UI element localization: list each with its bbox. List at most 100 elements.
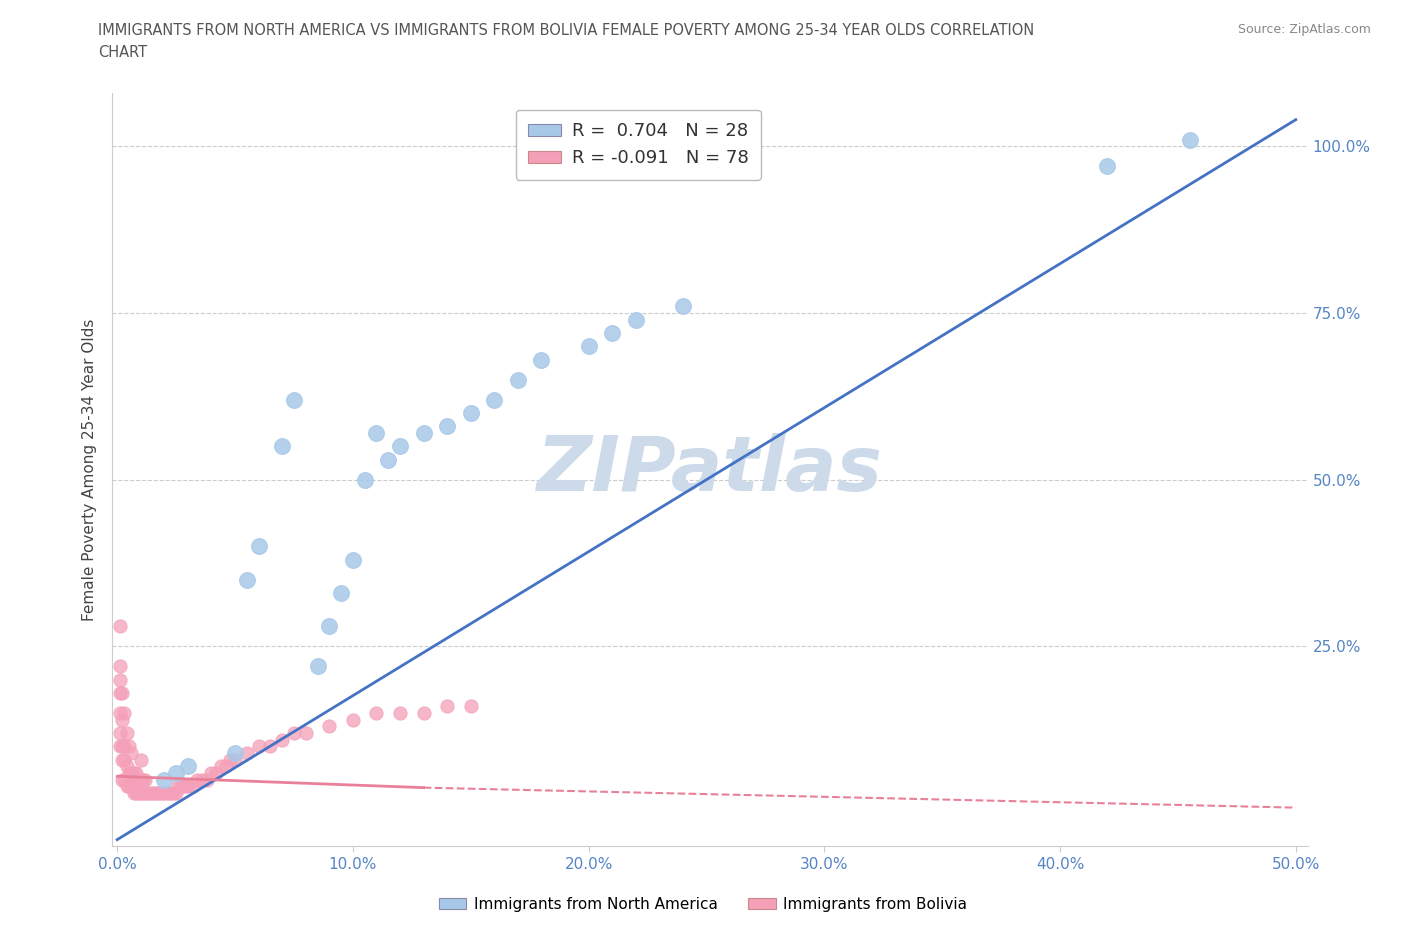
- Y-axis label: Female Poverty Among 25-34 Year Olds: Female Poverty Among 25-34 Year Olds: [82, 318, 97, 621]
- Point: [506, 372, 529, 387]
- Point: [259, 738, 281, 753]
- Point: [118, 765, 141, 780]
- Point: [186, 772, 208, 787]
- Point: [127, 786, 149, 801]
- Point: [200, 765, 222, 780]
- Point: [1095, 159, 1118, 174]
- Point: [160, 786, 183, 801]
- Point: [108, 672, 131, 687]
- Point: [177, 759, 200, 774]
- Text: CHART: CHART: [98, 45, 148, 60]
- Point: [122, 765, 145, 780]
- Point: [484, 392, 506, 407]
- Point: [112, 738, 135, 753]
- Point: [247, 538, 270, 553]
- Point: [460, 698, 482, 713]
- Point: [132, 786, 155, 801]
- Point: [134, 772, 156, 787]
- Point: [283, 725, 305, 740]
- Point: [236, 746, 259, 761]
- Point: [389, 706, 412, 721]
- Point: [108, 685, 131, 700]
- Text: ZIPatlas: ZIPatlas: [537, 432, 883, 507]
- Point: [139, 786, 162, 801]
- Point: [125, 786, 148, 801]
- Point: [132, 772, 155, 787]
- Point: [307, 658, 329, 673]
- Point: [318, 618, 340, 633]
- Point: [342, 552, 364, 567]
- Point: [318, 719, 340, 734]
- Point: [366, 426, 388, 441]
- Point: [672, 299, 695, 313]
- Point: [163, 786, 186, 801]
- Point: [111, 712, 134, 727]
- Point: [236, 572, 259, 587]
- Point: [167, 778, 190, 793]
- Point: [165, 786, 187, 801]
- Point: [122, 786, 145, 801]
- Point: [195, 772, 218, 787]
- Point: [108, 658, 131, 673]
- Legend: R =  0.704   N = 28, R = -0.091   N = 78: R = 0.704 N = 28, R = -0.091 N = 78: [516, 110, 761, 179]
- Point: [172, 778, 194, 793]
- Point: [624, 312, 647, 327]
- Point: [209, 759, 232, 774]
- Point: [170, 778, 193, 793]
- Point: [165, 765, 187, 780]
- Point: [271, 439, 294, 454]
- Point: [108, 706, 131, 721]
- Point: [136, 786, 159, 801]
- Point: [115, 778, 138, 793]
- Point: [125, 765, 148, 780]
- Point: [129, 786, 152, 801]
- Point: [174, 778, 197, 793]
- Point: [153, 772, 176, 787]
- Point: [294, 725, 316, 740]
- Point: [120, 765, 142, 780]
- Point: [129, 752, 152, 767]
- Point: [118, 778, 141, 793]
- Point: [112, 752, 135, 767]
- Point: [153, 786, 176, 801]
- Point: [120, 746, 142, 761]
- Point: [214, 759, 236, 774]
- Point: [600, 326, 623, 340]
- Point: [112, 706, 135, 721]
- Point: [191, 772, 214, 787]
- Point: [115, 759, 138, 774]
- Text: Source: ZipAtlas.com: Source: ZipAtlas.com: [1237, 23, 1371, 36]
- Point: [129, 772, 152, 787]
- Point: [366, 706, 388, 721]
- Point: [330, 586, 353, 601]
- Point: [112, 772, 135, 787]
- Point: [142, 786, 165, 801]
- Point: [118, 738, 141, 753]
- Point: [134, 786, 156, 801]
- Point: [108, 738, 131, 753]
- Point: [177, 778, 200, 793]
- Point: [436, 698, 458, 713]
- Point: [530, 352, 553, 367]
- Point: [412, 706, 434, 721]
- Point: [1178, 132, 1201, 147]
- Point: [111, 738, 134, 753]
- Point: [205, 765, 228, 780]
- Point: [578, 339, 600, 353]
- Point: [377, 452, 399, 467]
- Text: IMMIGRANTS FROM NORTH AMERICA VS IMMIGRANTS FROM BOLIVIA FEMALE POVERTY AMONG 25: IMMIGRANTS FROM NORTH AMERICA VS IMMIGRA…: [98, 23, 1035, 38]
- Point: [181, 778, 204, 793]
- Point: [115, 725, 138, 740]
- Point: [412, 426, 434, 441]
- Point: [219, 752, 242, 767]
- Point: [108, 725, 131, 740]
- Point: [389, 439, 412, 454]
- Point: [120, 778, 142, 793]
- Legend: Immigrants from North America, Immigrants from Bolivia: Immigrants from North America, Immigrant…: [433, 891, 973, 918]
- Point: [146, 786, 169, 801]
- Point: [224, 746, 246, 761]
- Point: [283, 392, 305, 407]
- Point: [156, 786, 179, 801]
- Point: [436, 418, 458, 433]
- Point: [271, 732, 294, 747]
